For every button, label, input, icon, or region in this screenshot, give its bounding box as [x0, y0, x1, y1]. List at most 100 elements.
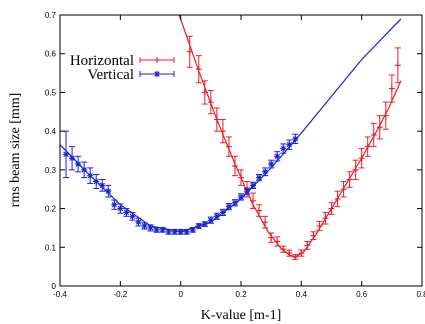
x-tick-label: 0.4: [296, 290, 308, 299]
vertical-data-point: [231, 199, 238, 207]
vertical-data-point: [117, 203, 124, 214]
horizontal-data-point: [364, 136, 371, 157]
horizontal-marker: [340, 186, 347, 193]
vertical-marker: [213, 213, 220, 220]
vertical-data-point: [159, 226, 166, 233]
horizontal-data-point: [286, 249, 293, 257]
vertical-data-point: [135, 217, 142, 227]
vertical-data-point: [207, 216, 214, 224]
horizontal-data-point: [225, 136, 232, 157]
vertical-data-point: [81, 161, 88, 179]
horizontal-data-point: [298, 249, 305, 257]
vertical-data-point: [244, 187, 251, 195]
vertical-data-point: [219, 208, 226, 217]
horizontal-marker: [346, 176, 353, 183]
horizontal-marker: [195, 66, 202, 73]
vertical-data-point: [69, 146, 76, 171]
marker-stroke: [196, 223, 202, 229]
vertical-marker: [177, 228, 184, 235]
vertical-marker: [244, 188, 251, 195]
vertical-marker: [195, 222, 202, 229]
horizontal-marker: [328, 205, 335, 212]
horizontal-marker: [352, 166, 359, 173]
marker-stroke: [238, 194, 244, 200]
vertical-marker: [219, 209, 226, 216]
marker-stroke: [93, 178, 99, 185]
vertical-data-point: [153, 226, 160, 233]
vertical-marker: [159, 226, 166, 233]
horizontal-data-point: [280, 245, 287, 253]
vertical-marker: [268, 161, 275, 168]
marker-stroke: [244, 188, 250, 194]
horizontal-data-point: [207, 89, 214, 115]
vertical-marker: [123, 209, 130, 216]
horizontal-marker: [280, 246, 287, 253]
horizontal-marker: [364, 143, 371, 150]
horizontal-data-point: [316, 220, 323, 232]
marker-stroke: [111, 202, 117, 208]
marker-stroke: [226, 203, 232, 210]
x-axis-label: K-value [m-1]: [201, 308, 281, 323]
horizontal-data-point: [304, 240, 311, 250]
marker-stroke: [208, 217, 214, 223]
vertical-marker: [147, 224, 154, 231]
marker-stroke: [256, 174, 262, 181]
vertical-marker: [69, 155, 76, 162]
marker-stroke: [153, 227, 160, 233]
horizontal-marker: [334, 195, 341, 202]
vertical-data-point: [87, 167, 94, 184]
vertical-data-point: [75, 155, 82, 173]
y-tick-label: 0.7: [45, 11, 57, 20]
vertical-data-point: [201, 221, 208, 228]
marker-stroke: [87, 172, 93, 179]
vertical-data-point: [111, 199, 118, 210]
horizontal-marker: [201, 89, 208, 96]
marker-stroke: [262, 169, 268, 175]
vertical-data-point: [147, 224, 154, 232]
horizontal-marker: [376, 124, 383, 131]
vertical-data-point: [93, 174, 100, 189]
marker-stroke: [202, 221, 208, 227]
x-tick-label: 0.6: [356, 290, 368, 299]
marker-stroke: [105, 188, 111, 194]
horizontal-data-point: [213, 107, 220, 132]
vertical-marker: [256, 174, 263, 181]
vertical-data-point: [177, 228, 184, 235]
horizontal-marker: [322, 215, 329, 222]
x-tick-label: -0.2: [113, 290, 127, 299]
horizontal-legend-label: Horizontal: [70, 53, 134, 69]
y-tick-label: 0.4: [45, 127, 57, 136]
vertical-marker: [286, 141, 293, 148]
vertical-marker: [129, 213, 136, 220]
marker-stroke: [286, 142, 292, 148]
vertical-data-point: [292, 133, 299, 145]
vertical-data-point: [256, 174, 263, 182]
horizontal-data-point: [256, 204, 263, 217]
marker-stroke: [184, 229, 190, 235]
horizontal-marker: [225, 143, 232, 150]
vertical-data-point: [274, 151, 281, 162]
marker-stroke: [177, 229, 184, 235]
y-tick-label: 0.5: [45, 88, 57, 97]
vertical-marker: [189, 226, 196, 233]
vertical-data-point: [129, 211, 136, 221]
y-tick-label: 0.1: [45, 243, 57, 252]
vertical-marker: [99, 182, 106, 189]
horizontal-marker: [286, 250, 293, 257]
marker-stroke: [220, 209, 226, 216]
vertical-marker: [141, 222, 148, 229]
y-tick-label: 0.6: [45, 50, 57, 59]
y-tick-label: 0.3: [45, 166, 57, 175]
vertical-marker: [183, 228, 190, 235]
vertical-marker: [274, 153, 281, 160]
vertical-data-point: [189, 226, 196, 233]
marker-stroke: [250, 182, 256, 189]
horizontal-marker: [256, 207, 263, 214]
vertical-marker: [207, 217, 214, 224]
vertical-data-point: [262, 167, 269, 177]
marker-stroke: [171, 229, 178, 235]
vertical-marker: [63, 151, 70, 158]
horizontal-marker: [274, 238, 281, 245]
horizontal-data-point: [201, 80, 208, 105]
vertical-data-point: [63, 130, 70, 179]
